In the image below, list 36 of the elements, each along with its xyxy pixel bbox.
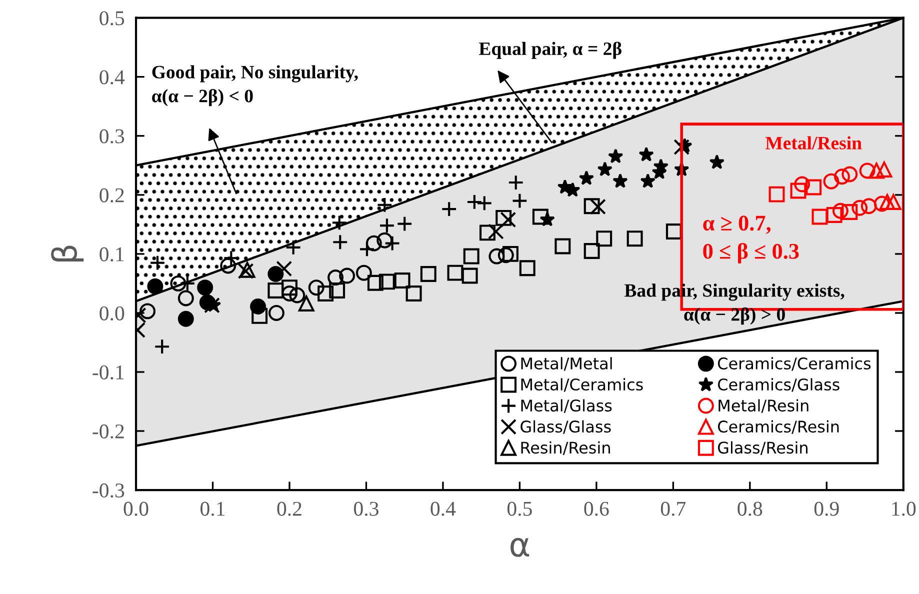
x-tick-label: 0.1 <box>200 502 225 516</box>
annotation: Equal pair, α = 2β <box>479 42 622 59</box>
y-tick-label: 0.2 <box>100 188 124 202</box>
x-tick-label: 0.5 <box>507 502 532 516</box>
y-tick-label: 0.4 <box>100 70 125 84</box>
x-tick-label: 0.7 <box>660 502 686 516</box>
y-tick-label: -0.3 <box>92 483 124 498</box>
legend-label: Resin/Resin <box>521 441 610 455</box>
legend-label: Glass/Resin <box>718 441 808 455</box>
legend-label: Metal/Ceramics <box>521 378 643 392</box>
y-tick-label: 0.5 <box>100 11 124 26</box>
y-axis-title: β <box>51 246 84 262</box>
x-axis-title: α <box>510 538 530 557</box>
annotation: Metal/Resin <box>765 136 862 150</box>
y-tick-label: 0.3 <box>100 129 124 144</box>
legend-label: Metal/Metal <box>521 357 612 371</box>
y-tick-label: -0.2 <box>92 424 124 439</box>
x-tick-label: 1.0 <box>892 502 916 516</box>
legend-label: Ceramics/Glass <box>718 378 840 392</box>
x-tick-label: 0.4 <box>430 502 456 516</box>
legend-label: Ceramics/Resin <box>718 420 839 434</box>
y-tick-label: 0.0 <box>100 306 124 320</box>
y-tick-label: -0.1 <box>92 365 124 380</box>
x-tick-label: 0.9 <box>814 502 839 516</box>
x-tick-label: 0.3 <box>354 502 378 516</box>
x-tick-label: 0.2 <box>277 502 302 516</box>
x-tick-label: 0.6 <box>584 502 609 516</box>
annotation: α ≥ 0.7, 0 ≤ β ≤ 0.3 <box>703 216 799 264</box>
legend-label: Glass/Glass <box>520 420 611 434</box>
legend-label: Ceramics/Ceramics <box>718 357 871 371</box>
legend-label: Metal/Resin <box>718 399 808 413</box>
x-tick-label: 0.0 <box>124 502 148 516</box>
x-tick-label: 0.8 <box>738 502 762 516</box>
y-tick-label: 0.1 <box>100 247 124 262</box>
annotation: Good pair, No singularity, α(α − 2β) < 0 <box>152 65 358 106</box>
legend-label: Metal/Glass <box>521 399 612 413</box>
